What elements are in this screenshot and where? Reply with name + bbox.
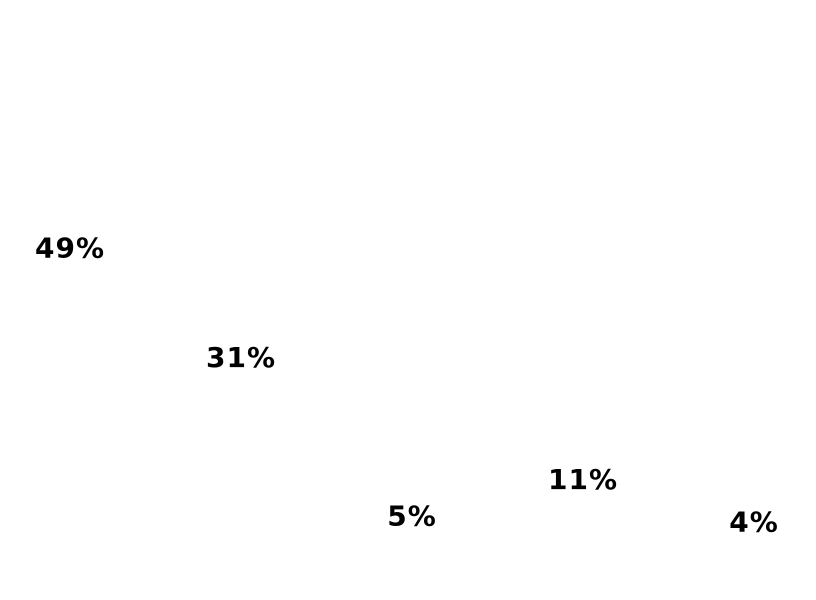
- data-label-3: 11%: [548, 463, 618, 496]
- data-label-1: 31%: [206, 341, 276, 374]
- data-labels: 49% 31% 5% 11% 4%: [35, 231, 779, 539]
- data-label-4: 4%: [729, 506, 779, 539]
- data-label-2: 5%: [387, 500, 437, 533]
- data-label-0: 49%: [35, 231, 105, 264]
